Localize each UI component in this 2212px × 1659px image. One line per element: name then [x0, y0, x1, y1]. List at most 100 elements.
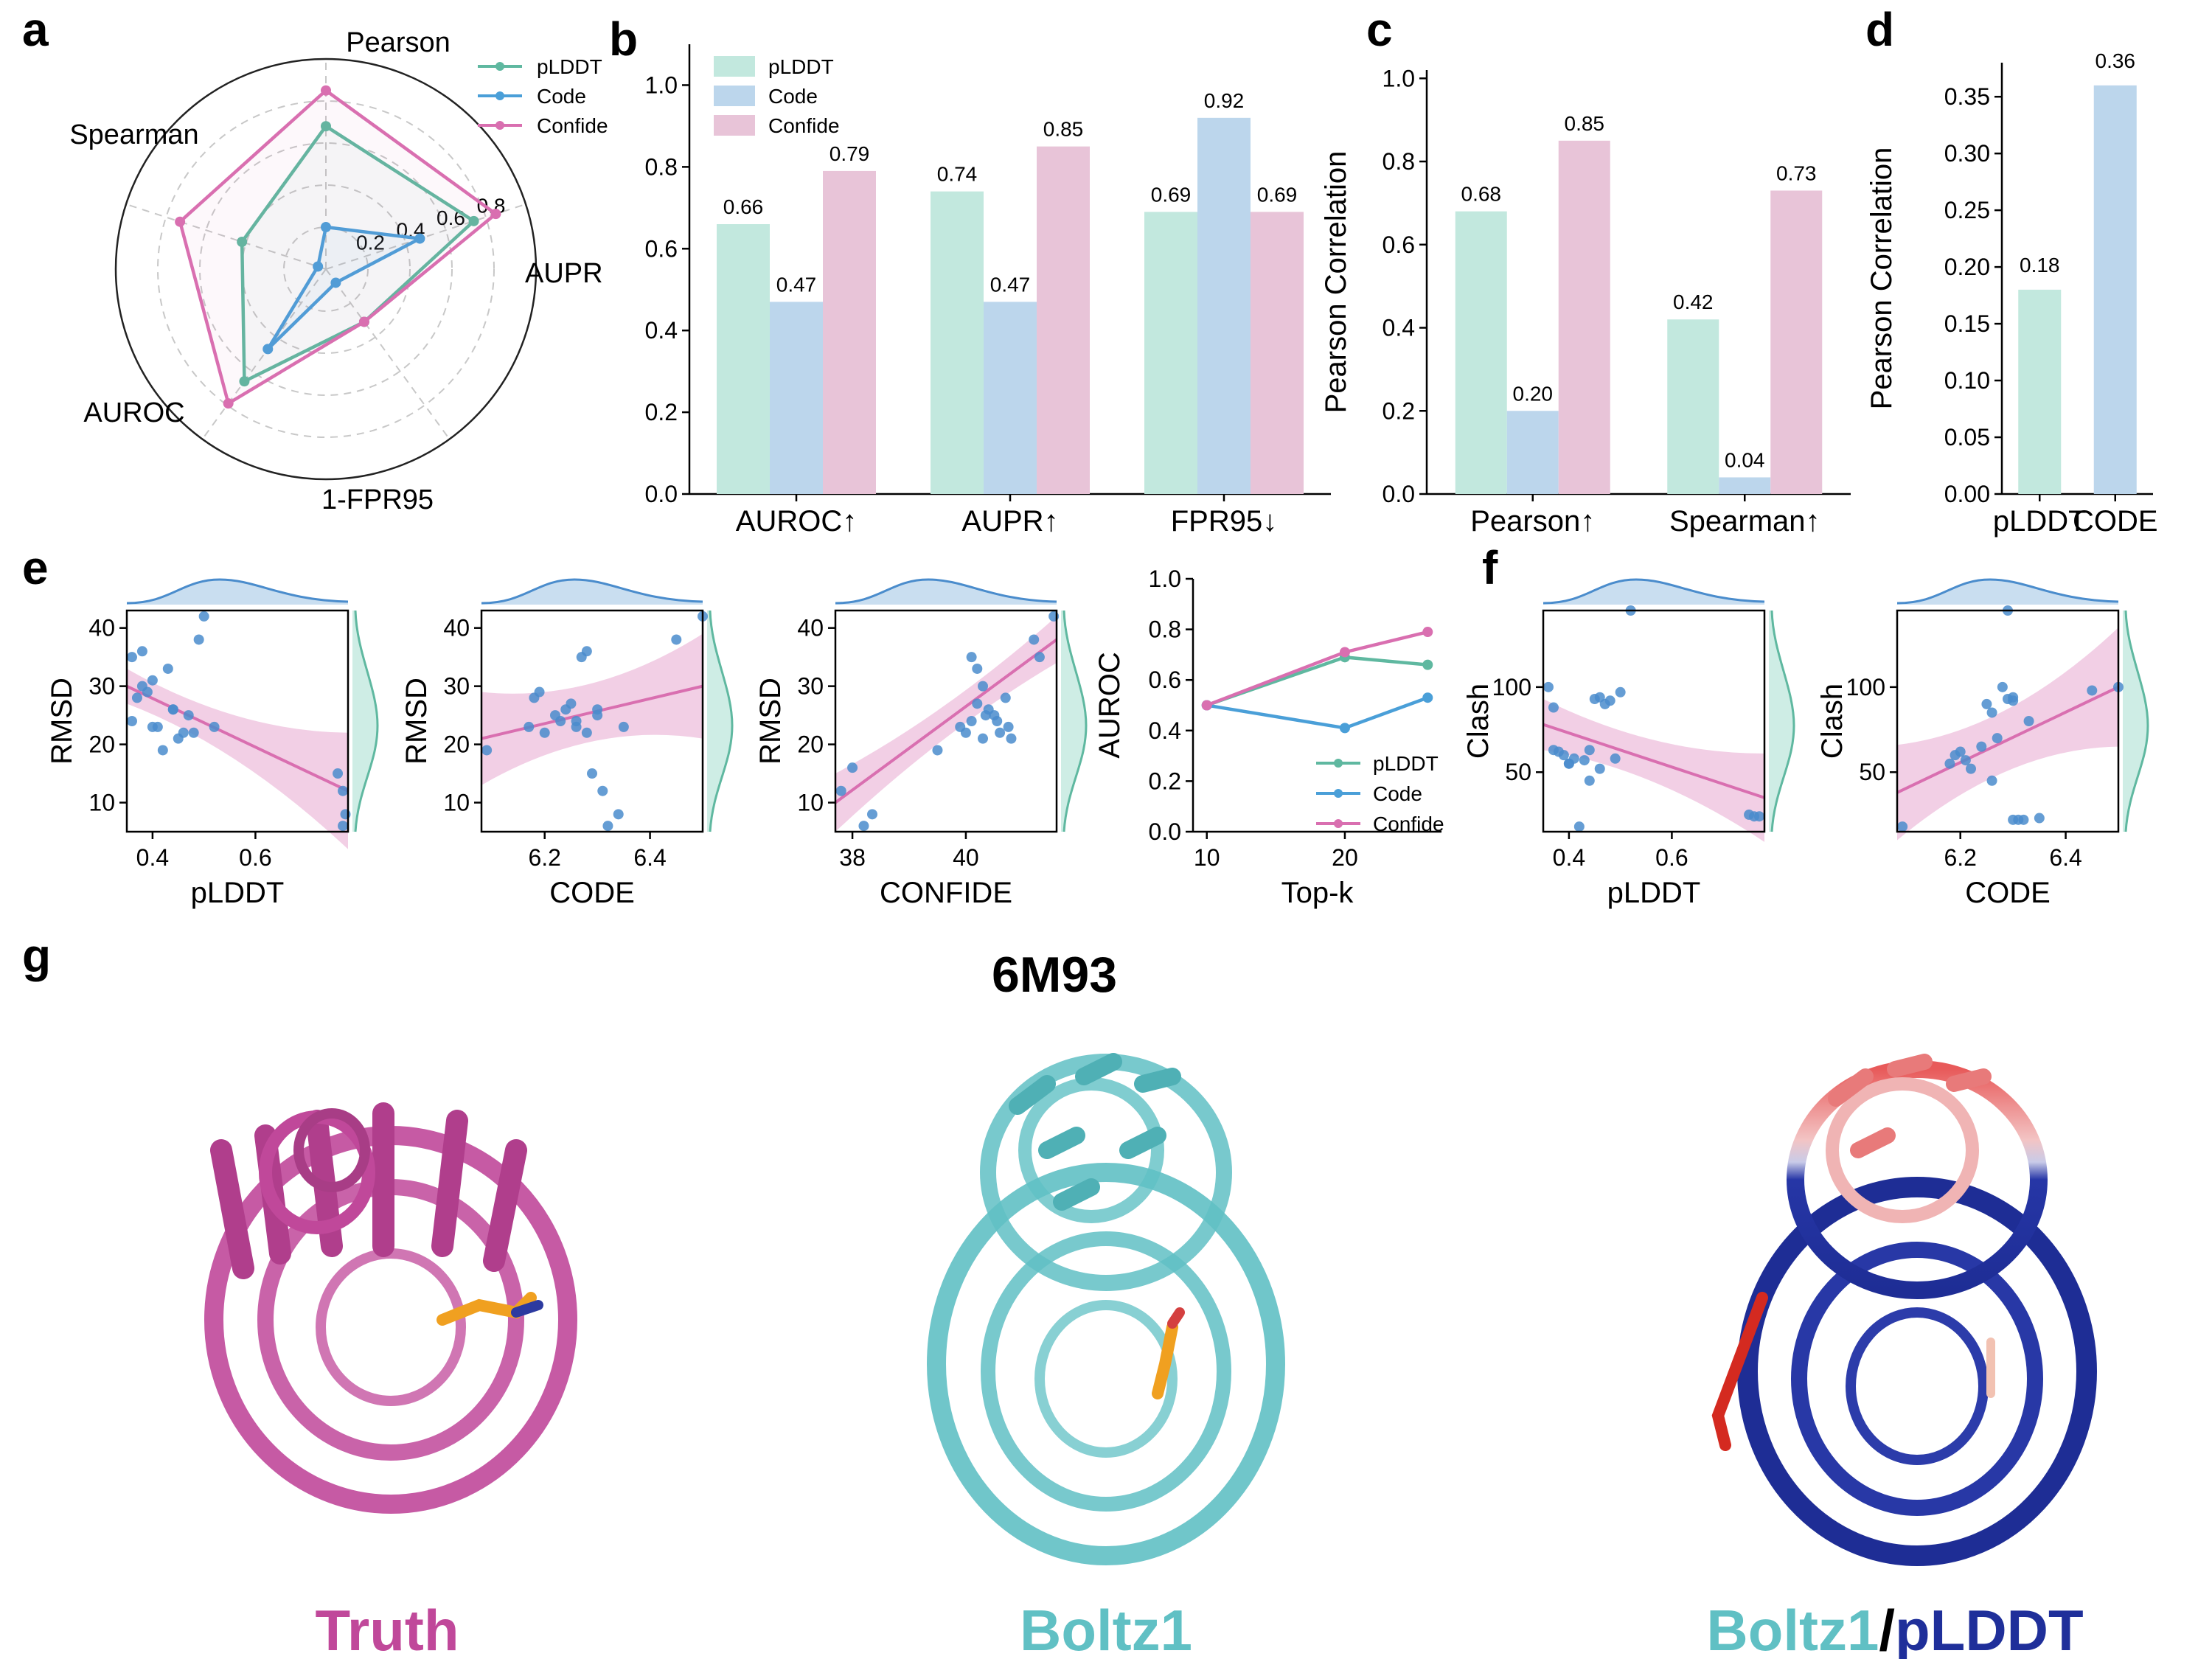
- panel-label-e: e: [22, 541, 49, 594]
- scatter-point: [188, 727, 199, 738]
- x-tick-label: 0.6: [239, 844, 271, 871]
- radar-point: [175, 216, 186, 227]
- y-tick-label: 0.8: [1149, 616, 1181, 643]
- legend-label: Code: [537, 85, 586, 108]
- scatter-point: [1573, 821, 1585, 832]
- regression-confidence-band: [1543, 699, 1764, 842]
- radar-series-code: [266, 225, 425, 350]
- scatter-point: [1966, 763, 1976, 774]
- scatter-point: [1563, 758, 1574, 769]
- plot-frame: [125, 609, 349, 833]
- scatter-point: [592, 710, 603, 721]
- bar-code: [2093, 85, 2137, 494]
- scatter-point: [152, 721, 163, 732]
- radar-spoke: [125, 203, 327, 270]
- scatter-point: [2008, 692, 2019, 703]
- bar-value-label: 0.04: [1725, 448, 1765, 471]
- marginal-density-right: [707, 611, 732, 832]
- bar-value-label: 0.47: [776, 273, 817, 296]
- caption-truth: Truth: [316, 1598, 459, 1659]
- scatter-point: [209, 721, 220, 732]
- bar-plddt: [931, 191, 984, 494]
- bar-value-label: 0.42: [1673, 291, 1714, 313]
- scatter-point: [858, 821, 869, 832]
- y-axis-label: Pearson Correlation: [1320, 151, 1352, 414]
- legend-swatch: [714, 86, 755, 106]
- scatter-point: [960, 727, 971, 738]
- bar-value-label: 0.69: [1257, 183, 1298, 206]
- y-tick-label: 0.0: [1149, 818, 1181, 845]
- y-tick-label: 100: [1492, 674, 1531, 700]
- regression-confidence-band: [835, 616, 1057, 832]
- y-tick-label: 0.6: [1382, 232, 1415, 258]
- caption-boltz1-part: Boltz1: [1706, 1598, 1879, 1659]
- scatter-point: [338, 821, 349, 832]
- plot-frame: [1896, 609, 2120, 833]
- scatter-point: [481, 745, 493, 756]
- y-tick-label: 0.6: [1149, 667, 1181, 693]
- radar-point: [321, 121, 331, 132]
- y-tick-label: 0.8: [1382, 148, 1415, 175]
- scatter-point: [136, 646, 147, 657]
- y-tick-label: 100: [1846, 674, 1885, 700]
- bar-code: [1506, 411, 1559, 494]
- legend-label: pLDDT: [1373, 752, 1439, 775]
- y-axis-label: RMSD: [754, 678, 787, 765]
- scatter-point: [966, 716, 977, 726]
- scatter-point: [1034, 652, 1045, 663]
- panel-label-g: g: [22, 929, 51, 982]
- legend-swatch: [714, 115, 755, 136]
- marginal-density-top: [481, 580, 703, 605]
- panel-label-b: b: [609, 13, 638, 66]
- scatter-point: [534, 686, 545, 698]
- scatter-point: [972, 663, 983, 674]
- x-axis-label: CODE: [1965, 877, 2051, 909]
- bar-value-label: 0.85: [1565, 112, 1605, 135]
- radar-point: [468, 215, 479, 226]
- y-tick-label: 20: [88, 731, 115, 758]
- scatter-point: [1981, 698, 1992, 709]
- scatter-point: [131, 692, 142, 703]
- scatter-point: [587, 768, 597, 779]
- y-tick-label: 0.4: [1382, 315, 1415, 341]
- plot-frame: [834, 609, 1058, 833]
- bar-confide: [1770, 190, 1823, 494]
- marginal-density-right-line: [2124, 610, 2149, 832]
- scatter-point: [1944, 758, 1955, 769]
- radar-point: [321, 85, 331, 96]
- marginal-density-top: [127, 580, 348, 605]
- marginal-density-top-line: [835, 578, 1057, 605]
- marginal-density-right-line: [354, 610, 379, 832]
- legend-marker: [495, 62, 504, 71]
- scatter-confide-rmsd: 38 40 10 20 30 40 CONFIDE RMSD: [754, 578, 1088, 909]
- scatter-point: [1006, 733, 1017, 744]
- line-series-code: [1206, 696, 1429, 730]
- radar-chart: 0.20.40.60.8PearsonAUPR1-FPR95AUROCSpear…: [69, 27, 608, 515]
- legend-marker: [1334, 759, 1343, 768]
- y-tick-label: 10: [797, 790, 824, 816]
- scatter-point: [966, 652, 977, 663]
- y-tick-label: 1.0: [1382, 65, 1415, 91]
- scatter-point: [126, 652, 137, 663]
- scatter-point: [581, 646, 592, 657]
- bar-value-label: 0.66: [723, 195, 764, 218]
- scatter-point: [1986, 775, 1997, 786]
- marginal-density-right: [1769, 611, 1794, 832]
- line-point: [1339, 723, 1350, 734]
- scatter-point: [1558, 750, 1569, 761]
- scatter-point: [539, 727, 550, 738]
- scatter-point: [978, 733, 988, 744]
- caption-boltz1-plddt: Boltz1/pLDDT: [1706, 1598, 2083, 1659]
- regression-line: [834, 638, 1058, 804]
- bar-plddt: [2018, 289, 2062, 494]
- marginal-density-top: [1543, 580, 1764, 605]
- y-tick-label: 50: [1505, 759, 1531, 785]
- radar-point: [490, 209, 501, 220]
- radar-series-confide: [178, 88, 499, 406]
- bar-value-label: 0.85: [1043, 118, 1084, 141]
- scatter-point: [1610, 753, 1621, 764]
- scatter-point: [2034, 813, 2045, 824]
- x-tick-label: AUPR↑: [961, 505, 1058, 538]
- marginal-density-top-line: [126, 578, 349, 605]
